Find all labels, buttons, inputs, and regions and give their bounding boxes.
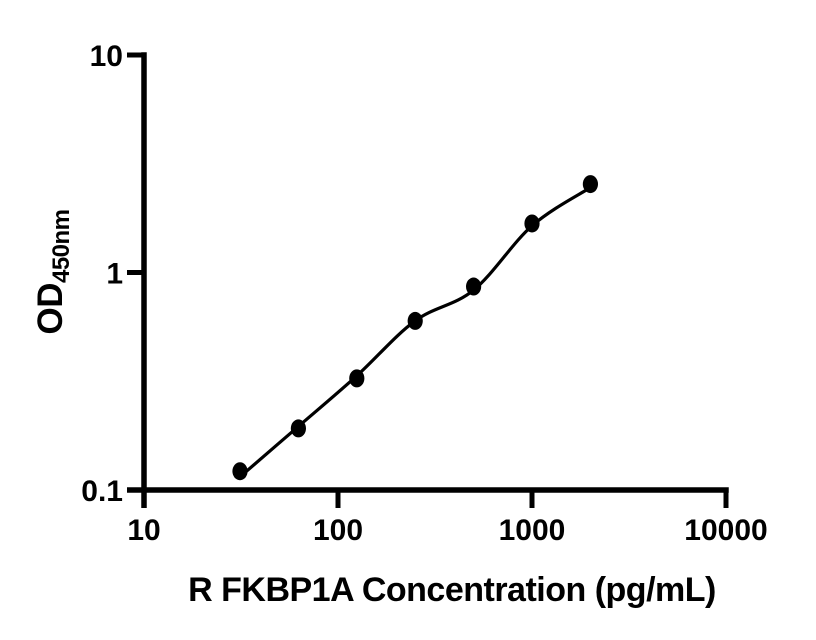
y-tick-label: 1 xyxy=(106,258,123,291)
data-point xyxy=(524,214,540,233)
y-axis-title-subscript: 450nm xyxy=(48,209,75,283)
y-axis-title-main: OD xyxy=(31,283,70,335)
data-point xyxy=(407,311,423,330)
x-tick-label: 10000 xyxy=(684,514,767,547)
data-point xyxy=(466,277,482,296)
x-tick-label: 1000 xyxy=(499,514,566,547)
data-point xyxy=(232,462,248,481)
data-point xyxy=(290,419,307,438)
x-axis-title: R FKBP1A Concentration (pg/mL) xyxy=(188,571,716,609)
x-tick-label: 10 xyxy=(127,514,160,547)
y-axis-title: OD450nm xyxy=(31,209,75,334)
y-tick-label: 10 xyxy=(90,40,123,73)
data-point xyxy=(349,369,365,388)
data-point xyxy=(582,175,598,194)
x-tick-label: 100 xyxy=(313,514,363,547)
y-tick-label: 0.1 xyxy=(81,475,123,508)
